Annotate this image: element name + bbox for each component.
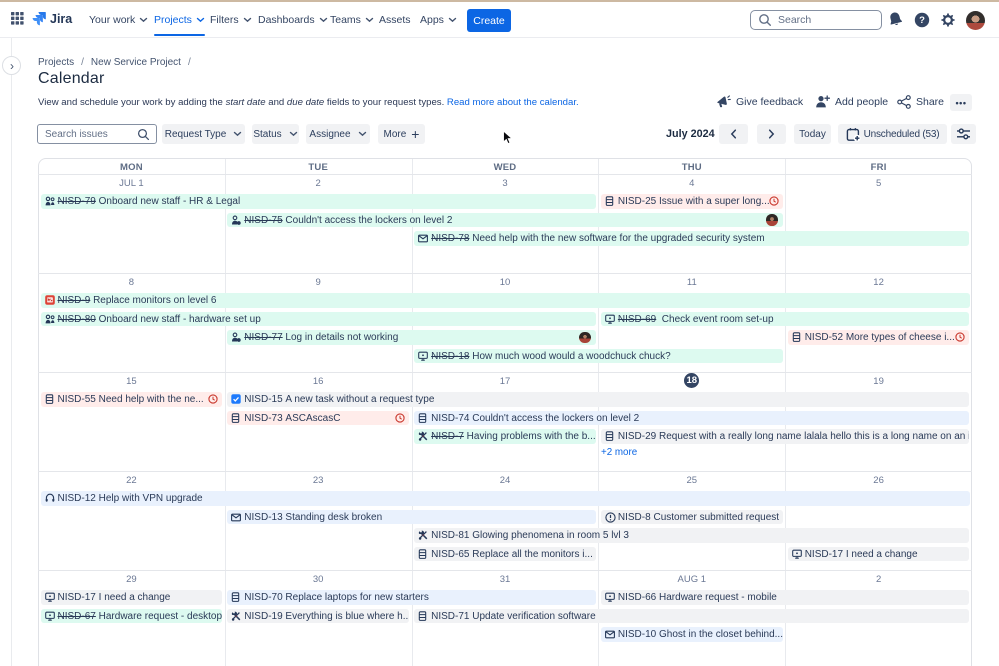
svg-text:?: ? — [919, 15, 925, 26]
